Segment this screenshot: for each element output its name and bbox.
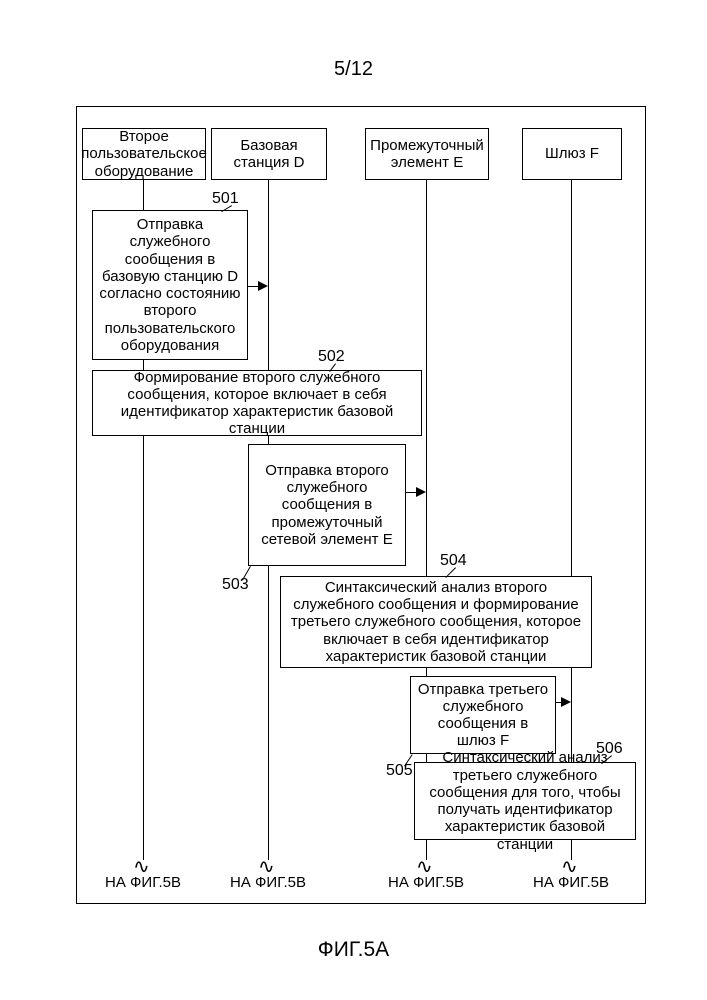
actor-gwF: Шлюз F — [522, 128, 622, 180]
step-box-504: Синтаксический анализ второго служебного… — [280, 576, 592, 668]
actor-ue: Второе пользовательское оборудование — [82, 128, 206, 180]
page-number: 5/12 — [0, 58, 707, 81]
figure-label: ФИГ.5A — [0, 938, 707, 962]
continue-label-ue: НА ФИГ.5B — [95, 874, 191, 891]
arrow-head-505 — [561, 697, 571, 707]
continue-label-gwF: НА ФИГ.5B — [523, 874, 619, 891]
step-box-502: Формирование второго служебного сообщени… — [92, 370, 422, 436]
actor-ie: Промежуточный элемент E — [365, 128, 489, 180]
continue-label-bsD: НА ФИГ.5B — [220, 874, 316, 891]
arrow-head-503 — [416, 487, 426, 497]
step-box-503: Отправка второго служебного сообщения в … — [248, 444, 406, 566]
actor-bsD: Базовая станция D — [211, 128, 327, 180]
page: 5/12 Второе пользовательское оборудовани… — [0, 0, 707, 1000]
step-number-502: 502 — [318, 348, 345, 366]
step-number-505: 505 — [386, 762, 413, 780]
step-box-506: Синтаксический анализ третьего служебног… — [414, 762, 636, 840]
continue-label-ie: НА ФИГ.5B — [378, 874, 474, 891]
step-number-503: 503 — [222, 576, 249, 594]
step-box-501: Отправка служебного сообщения в базовую … — [92, 210, 248, 360]
arrow-head-501 — [258, 281, 268, 291]
step-box-505: Отправка третьего служебного сообщения в… — [410, 676, 556, 754]
step-number-501: 501 — [212, 190, 239, 208]
